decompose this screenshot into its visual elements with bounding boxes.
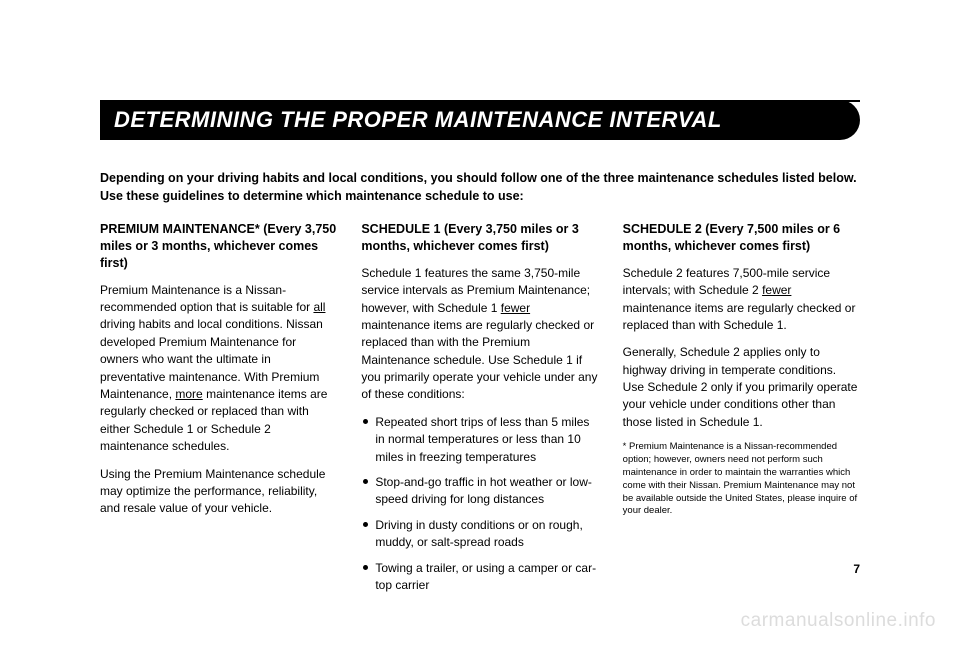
bullet-item: Driving in dusty conditions or on rough,… <box>361 517 598 552</box>
text: Premium Maintenance is a Nissan-recommen… <box>100 283 313 314</box>
schedule2-p1: Schedule 2 features 7,500-mile service i… <box>623 265 860 335</box>
text: Schedule 1 features the same 3,750-mile … <box>361 266 590 315</box>
schedule2-heading: SCHEDULE 2 (Every 7,500 miles or 6 month… <box>623 221 860 255</box>
underline-more: more <box>175 387 202 401</box>
header-banner: DETERMINING THE PROPER MAINTENANCE INTER… <box>100 100 860 142</box>
column-schedule2: SCHEDULE 2 (Every 7,500 miles or 6 month… <box>623 221 860 602</box>
schedule1-heading: SCHEDULE 1 (Every 3,750 miles or 3 month… <box>361 221 598 255</box>
bullet-item: Repeated short trips of less than 5 mile… <box>361 414 598 466</box>
premium-p1: Premium Maintenance is a Nissan-recommen… <box>100 282 337 456</box>
column-premium: PREMIUM MAINTENANCE* (Every 3,750 miles … <box>100 221 337 602</box>
intro-paragraph: Depending on your driving habits and loc… <box>100 170 860 205</box>
page-title: DETERMINING THE PROPER MAINTENANCE INTER… <box>114 107 722 133</box>
premium-p2: Using the Premium Maintenance schedule m… <box>100 466 337 518</box>
underline-all: all <box>313 300 325 314</box>
schedule2-p2: Generally, Schedule 2 applies only to hi… <box>623 344 860 431</box>
document-page: DETERMINING THE PROPER MAINTENANCE INTER… <box>0 0 960 642</box>
text: maintenance items are regularly checked … <box>623 301 856 332</box>
header-pill: DETERMINING THE PROPER MAINTENANCE INTER… <box>100 100 860 140</box>
watermark: carmanualsonline.info <box>741 610 936 632</box>
page-number: 7 <box>853 562 860 576</box>
footnote: * Premium Maintenance is a Nissan-recomm… <box>623 441 860 518</box>
schedule1-p1: Schedule 1 features the same 3,750-mile … <box>361 265 598 404</box>
underline-fewer: fewer <box>501 301 530 315</box>
columns-container: PREMIUM MAINTENANCE* (Every 3,750 miles … <box>100 221 860 602</box>
text: Schedule 2 features 7,500-mile service i… <box>623 266 830 297</box>
underline-fewer2: fewer <box>762 283 791 297</box>
bullet-item: Towing a trailer, or using a camper or c… <box>361 560 598 595</box>
premium-heading: PREMIUM MAINTENANCE* (Every 3,750 miles … <box>100 221 337 272</box>
column-schedule1: SCHEDULE 1 (Every 3,750 miles or 3 month… <box>361 221 598 602</box>
text: maintenance items are regularly checked … <box>361 318 597 402</box>
bullet-item: Stop-and-go traffic in hot weather or lo… <box>361 474 598 509</box>
